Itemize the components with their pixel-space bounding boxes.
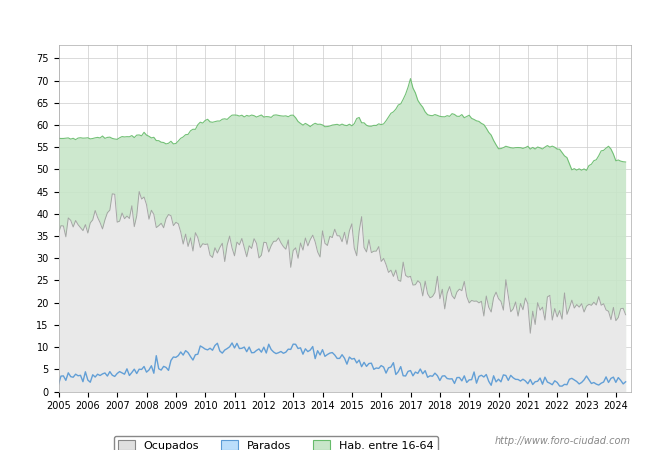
Legend: Ocupados, Parados, Hab. entre 16-64: Ocupados, Parados, Hab. entre 16-64 [114,436,438,450]
Text: Navalilla - Evolucion de la poblacion en edad de Trabajar Mayo de 2024: Navalilla - Evolucion de la poblacion en… [45,14,605,27]
Text: http://www.foro-ciudad.com: http://www.foro-ciudad.com [495,436,630,446]
